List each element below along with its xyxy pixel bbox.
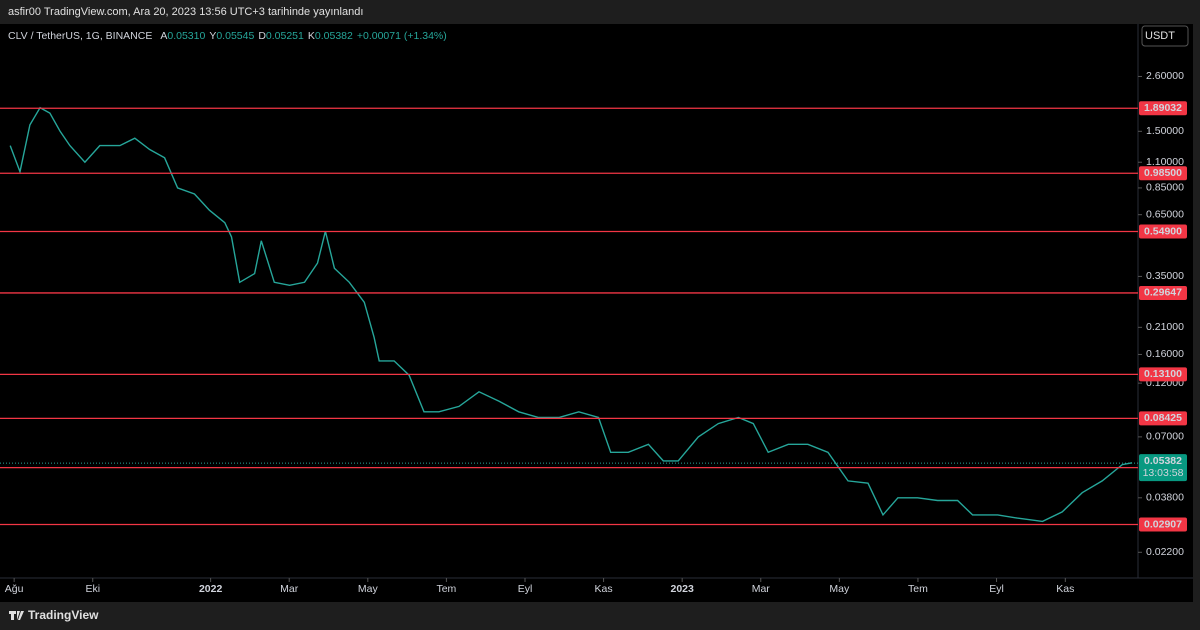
brand-name: TradingView <box>28 608 99 622</box>
y-tick-label: 0.02200 <box>1146 546 1184 558</box>
level-label: 0.29647 <box>1144 287 1182 299</box>
level-label: 1.89032 <box>1144 102 1182 114</box>
last-price-box <box>1139 454 1187 482</box>
x-tick-label: 2022 <box>199 583 223 595</box>
ohlc-key: Y <box>209 30 216 42</box>
level-label-box <box>1139 166 1187 181</box>
x-tick-label: May <box>829 583 850 595</box>
x-tick-label: Mar <box>752 583 771 595</box>
publish-text: asfir00 TradingView.com, Ara 20, 2023 13… <box>8 6 363 18</box>
countdown: 13:03:58 <box>1143 467 1184 479</box>
y-tick-label: 2.60000 <box>1146 70 1184 82</box>
x-tick-label: Tem <box>436 583 456 595</box>
brand-logo <box>9 611 24 620</box>
ohlc-value: 0.05310 <box>167 30 205 42</box>
level-label: 0.08425 <box>1144 412 1182 424</box>
symbol-name: CLV / TetherUS, 1G, BINANCE <box>8 30 152 42</box>
level-label-box <box>1139 411 1187 426</box>
ohlc-key: D <box>258 30 266 42</box>
x-tick-label: Ağu <box>5 583 24 595</box>
ohlc-key: A <box>160 30 167 42</box>
y-tick-label: 0.85000 <box>1146 182 1184 194</box>
y-tick-label: 0.16000 <box>1146 348 1184 360</box>
ohlc-value: 0.05251 <box>266 30 304 42</box>
y-tick-label: 0.21000 <box>1146 321 1184 333</box>
symbol-legend: CLV / TetherUS, 1G, BINANCE A0.05310 Y0.05… <box>8 30 447 42</box>
chart-panel <box>0 24 1193 602</box>
y-tick-label: 0.35000 <box>1146 270 1184 282</box>
y-tick-label: 1.50000 <box>1146 125 1184 137</box>
y-tick-label: 0.65000 <box>1146 208 1184 220</box>
level-label-box <box>1139 367 1187 382</box>
x-tick-label: May <box>358 583 379 595</box>
y-tick-label: 0.07000 <box>1146 431 1184 443</box>
ohlc-value: 0.05545 <box>216 30 254 42</box>
level-label-box <box>1139 224 1187 239</box>
currency-button[interactable] <box>1141 25 1189 47</box>
y-tick-label: 0.03800 <box>1146 492 1184 504</box>
x-tick-label: Kas <box>595 583 613 595</box>
change: +0.00071 (+1.34%) <box>357 30 447 42</box>
last-price-label: 0.05382 <box>1144 455 1182 467</box>
x-tick-label: Eyl <box>518 583 533 595</box>
level-label-box <box>1139 517 1187 532</box>
level-label: 0.54900 <box>1144 225 1182 237</box>
ohlc-key: K <box>308 30 315 42</box>
price-line <box>9 106 1133 523</box>
level-label-box <box>1139 285 1187 300</box>
currency-label[interactable]: USDT <box>1145 30 1175 42</box>
level-label: 0.98500 <box>1144 167 1182 179</box>
x-tick-label: Eyl <box>989 583 1004 595</box>
y-tick-label: 1.10000 <box>1146 156 1184 168</box>
x-tick-label: Eki <box>85 583 100 595</box>
x-tick-label: Kas <box>1056 583 1074 595</box>
x-tick-label: Tem <box>908 583 928 595</box>
level-label: 0.13100 <box>1144 368 1182 380</box>
x-tick-label: 2023 <box>670 583 694 595</box>
ohlc-value: 0.05382 <box>315 30 353 42</box>
level-label: 0.02907 <box>1144 518 1182 530</box>
level-label-box <box>1139 101 1187 116</box>
x-tick-label: Mar <box>280 583 299 595</box>
